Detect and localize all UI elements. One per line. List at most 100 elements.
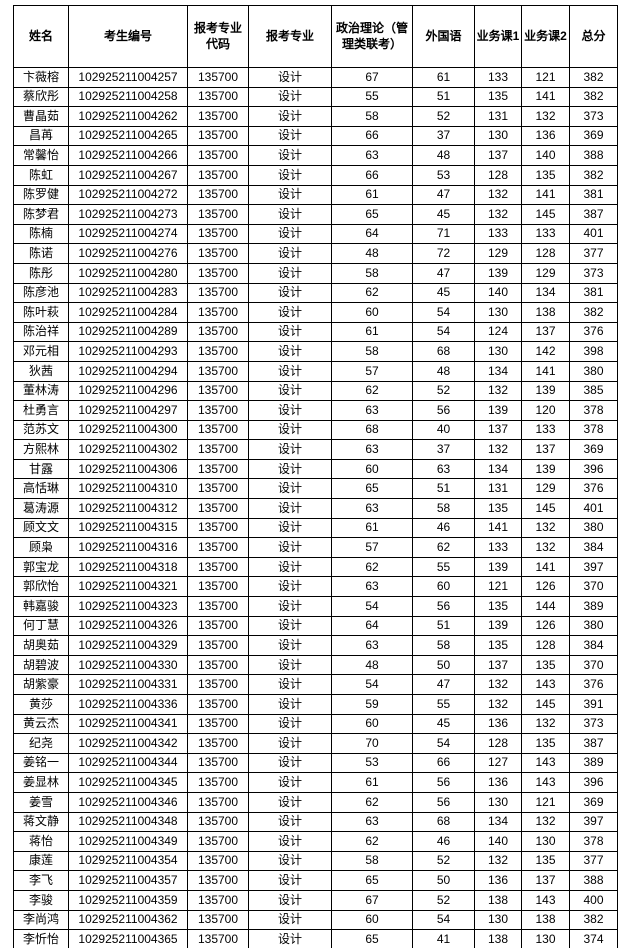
cell-name: 葛涛源 [13, 498, 69, 519]
cell-total: 401 [569, 498, 618, 519]
cell-name: 韩嘉骏 [13, 596, 69, 617]
cell-total: 382 [569, 67, 618, 88]
cell-candidate_id: 102925211004312 [68, 498, 188, 519]
cell-course1: 140 [474, 282, 522, 304]
cell-name: 陈彤 [13, 262, 69, 284]
cell-major_code: 135700 [187, 164, 249, 186]
table-row: 方熙林 102925211004302 135700 设计 63 37 132 137 369 [13, 439, 618, 460]
cell-major_code: 135700 [187, 576, 249, 598]
cell-course2: 120 [521, 400, 570, 421]
cell-course1: 132 [474, 204, 522, 225]
cell-total: 387 [569, 733, 618, 754]
cell-course1: 140 [474, 831, 522, 852]
cell-major: 设计 [248, 243, 332, 264]
cell-total: 388 [569, 870, 618, 891]
cell-total: 382 [569, 909, 618, 931]
cell-major_code: 135700 [187, 262, 249, 284]
header-candidate-id: 考生编号 [68, 5, 188, 68]
cell-foreign_language: 47 [412, 184, 475, 206]
cell-major_code: 135700 [187, 223, 249, 245]
cell-politics: 62 [331, 831, 413, 852]
cell-course2: 132 [521, 713, 570, 735]
cell-course2: 135 [521, 164, 570, 186]
cell-course1: 124 [474, 321, 522, 343]
cell-course1: 130 [474, 302, 522, 323]
cell-course1: 136 [474, 772, 522, 793]
cell-candidate_id: 102925211004330 [68, 654, 188, 676]
header-course1: 业务课1 [474, 5, 522, 68]
cell-course2: 141 [521, 86, 570, 108]
cell-total: 397 [569, 556, 618, 578]
cell-major: 设计 [248, 106, 332, 127]
cell-candidate_id: 102925211004280 [68, 262, 188, 284]
cell-course1: 135 [474, 596, 522, 617]
cell-politics: 66 [331, 164, 413, 186]
cell-course1: 130 [474, 791, 522, 813]
cell-foreign_language: 48 [412, 360, 475, 382]
cell-politics: 53 [331, 752, 413, 774]
cell-total: 376 [569, 478, 618, 500]
cell-candidate_id: 102925211004318 [68, 556, 188, 578]
cell-total: 388 [569, 145, 618, 166]
cell-course1: 139 [474, 262, 522, 284]
cell-total: 382 [569, 86, 618, 108]
cell-total: 382 [569, 302, 618, 323]
cell-candidate_id: 102925211004294 [68, 360, 188, 382]
cell-candidate_id: 102925211004306 [68, 458, 188, 480]
cell-name: 李骏 [13, 889, 69, 911]
cell-major: 设计 [248, 282, 332, 304]
cell-total: 374 [569, 929, 618, 948]
cell-politics: 61 [331, 517, 413, 539]
cell-course1: 138 [474, 889, 522, 911]
cell-candidate_id: 102925211004273 [68, 204, 188, 225]
cell-foreign_language: 50 [412, 654, 475, 676]
cell-foreign_language: 48 [412, 145, 475, 166]
cell-course2: 144 [521, 596, 570, 617]
header-major-code: 报考专业代码 [187, 5, 249, 68]
cell-total: 370 [569, 576, 618, 598]
cell-course1: 130 [474, 341, 522, 362]
table-row: 李飞 102925211004357 135700 设计 65 50 136 137 388 [13, 870, 618, 891]
cell-foreign_language: 58 [412, 498, 475, 519]
cell-course2: 128 [521, 243, 570, 264]
cell-candidate_id: 102925211004321 [68, 576, 188, 598]
cell-candidate_id: 102925211004349 [68, 831, 188, 852]
cell-name: 何丁慧 [13, 615, 69, 637]
cell-total: 377 [569, 243, 618, 264]
cell-major_code: 135700 [187, 772, 249, 793]
cell-major_code: 135700 [187, 125, 249, 147]
cell-candidate_id: 102925211004266 [68, 145, 188, 166]
cell-major: 设计 [248, 713, 332, 735]
table-row: 葛涛源 102925211004312 135700 设计 63 58 135 145 401 [13, 498, 618, 519]
cell-major: 设计 [248, 556, 332, 578]
cell-course2: 143 [521, 674, 570, 695]
cell-course2: 138 [521, 302, 570, 323]
cell-foreign_language: 61 [412, 67, 475, 88]
cell-candidate_id: 102925211004342 [68, 733, 188, 754]
table-row: 甘露 102925211004306 135700 设计 60 63 134 139 396 [13, 458, 618, 480]
cell-course1: 135 [474, 498, 522, 519]
cell-name: 陈虹 [13, 164, 69, 186]
cell-course1: 133 [474, 223, 522, 245]
table-row: 邓元相 102925211004293 135700 设计 58 68 130 142 398 [13, 341, 618, 362]
cell-candidate_id: 102925211004293 [68, 341, 188, 362]
cell-name: 狄茜 [13, 360, 69, 382]
cell-politics: 64 [331, 223, 413, 245]
cell-course2: 133 [521, 223, 570, 245]
cell-name: 纪尧 [13, 733, 69, 754]
cell-foreign_language: 54 [412, 909, 475, 931]
cell-major_code: 135700 [187, 380, 249, 402]
cell-major: 设计 [248, 125, 332, 147]
cell-name: 蒋怡 [13, 831, 69, 852]
cell-course1: 132 [474, 694, 522, 715]
cell-total: 400 [569, 889, 618, 911]
cell-major: 设计 [248, 145, 332, 166]
cell-candidate_id: 102925211004331 [68, 674, 188, 695]
table-row: 陈彦池 102925211004283 135700 设计 62 45 140 134 381 [13, 282, 618, 304]
cell-candidate_id: 102925211004323 [68, 596, 188, 617]
cell-politics: 54 [331, 674, 413, 695]
cell-name: 昌苒 [13, 125, 69, 147]
cell-major: 设计 [248, 791, 332, 813]
cell-major_code: 135700 [187, 654, 249, 676]
cell-candidate_id: 102925211004345 [68, 772, 188, 793]
